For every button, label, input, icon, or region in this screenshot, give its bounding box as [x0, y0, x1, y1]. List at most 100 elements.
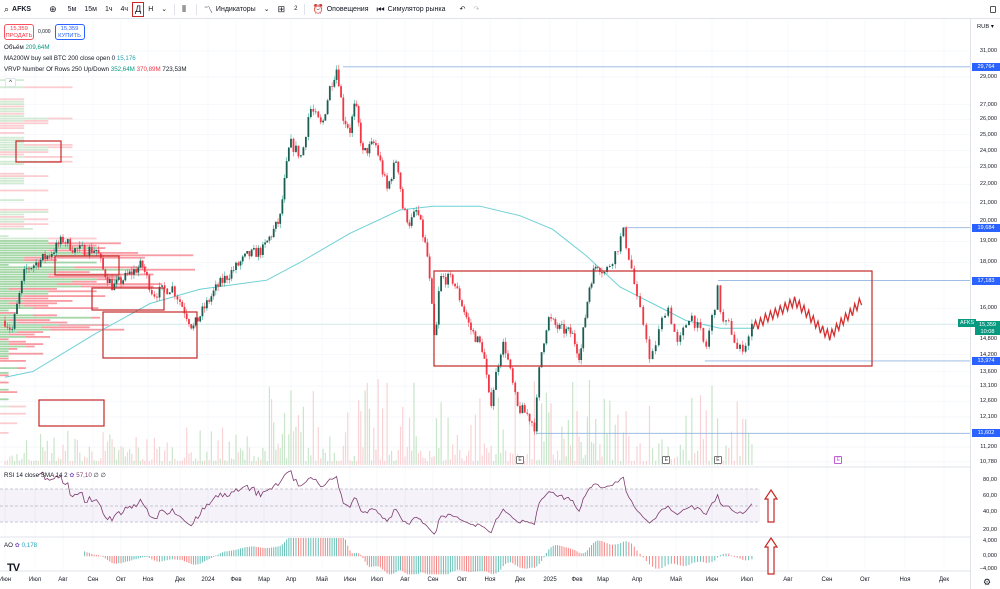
volume-bar [379, 459, 381, 465]
interval-5m[interactable]: 5м [67, 5, 77, 13]
annotation-box[interactable] [54, 255, 120, 276]
annotation-box[interactable] [102, 311, 198, 359]
chart-type-button[interactable]: ⫴ [178, 0, 193, 19]
annotation-box[interactable] [38, 399, 105, 427]
ao-bar [226, 551, 228, 557]
ao-bar [144, 556, 146, 558]
volume-bar [470, 424, 472, 465]
legend-ma200w[interactable]: MA200W buy sell BTC 200 close open 0 15,… [4, 55, 136, 62]
candle-up [39, 260, 42, 267]
ao-bar [169, 556, 171, 560]
vp-up-row [0, 268, 130, 271]
annotation-box[interactable] [15, 140, 62, 163]
up-arrow-annotation[interactable] [763, 488, 779, 523]
candle-up [300, 155, 302, 157]
layouts-button[interactable]: ⊞ 2 [277, 3, 298, 14]
vp-down-row [0, 105, 25, 108]
ao-bar [580, 553, 582, 557]
candle-down [733, 334, 736, 343]
legend-vrvp[interactable]: VRVP Number Of Rows 250 Up/Down 352,64M … [4, 66, 187, 73]
volume-bar [751, 444, 753, 465]
annotation-boxes[interactable] [15, 140, 873, 427]
volume-bar [408, 417, 411, 465]
volume-bar [468, 450, 470, 465]
annotation-box[interactable] [91, 287, 165, 311]
candle-up [20, 280, 23, 294]
collapse-legend-button[interactable]: ^ [5, 78, 16, 87]
candle-up [168, 292, 171, 295]
chart-canvas[interactable] [0, 19, 970, 589]
interval-week[interactable]: Н [148, 5, 154, 13]
redo-button[interactable]: ↷ [469, 0, 483, 19]
volume-bar [554, 459, 556, 465]
compare-button[interactable]: ⊕ [45, 0, 64, 19]
earnings-marker[interactable]: E [834, 456, 843, 464]
volume-bar [312, 391, 314, 465]
legend-rsi[interactable]: RSI 14 close SMA 14 2 ✿ 57,10 ∅ ∅ [4, 472, 107, 479]
ao-bar [714, 556, 716, 561]
sell-button[interactable]: 15,359 ПРОДАТЬ [4, 24, 34, 40]
candle-down [419, 214, 422, 220]
annotation-range-box[interactable] [433, 270, 873, 367]
ao-bar [312, 538, 314, 557]
ao-bar [288, 538, 290, 557]
candle-up [497, 366, 500, 372]
legend-ao[interactable]: AO ✿ 0,178 [4, 542, 38, 549]
ao-bar [120, 556, 122, 564]
vp-down-row [0, 391, 18, 393]
volume-bar [171, 447, 173, 465]
indicators-button[interactable]: 〽 Индикаторы [203, 4, 256, 15]
ao-bar [622, 541, 624, 557]
earnings-marker[interactable]: E [516, 456, 524, 464]
currency-selector[interactable]: RUB ▾ [977, 24, 994, 30]
candle-up [13, 313, 16, 329]
ao-bar [300, 538, 302, 557]
candle-up [287, 147, 290, 162]
ao-bar [264, 548, 266, 557]
volume-bar [210, 431, 212, 465]
interval-15m[interactable]: 15м [84, 5, 97, 13]
legend-volume[interactable]: Объём 209,64M [4, 44, 50, 51]
volume-bar [51, 453, 53, 465]
vp-up-row [0, 177, 25, 180]
replay-button[interactable]: ⏮ Симулятор рынка [376, 3, 446, 14]
fullscreen-button[interactable] [986, 0, 1000, 19]
earnings-marker[interactable]: E [713, 456, 722, 464]
symbol-search[interactable]: ⌕ AFKS [4, 3, 32, 14]
ao-bar [614, 544, 616, 557]
time-label: Ноя [484, 577, 496, 583]
volume-bar [188, 453, 190, 465]
templates-dropdown[interactable]: ⌄ [260, 0, 274, 19]
up-arrow-annotation[interactable] [763, 536, 779, 575]
volume-bar [79, 452, 81, 465]
tradingview-logo[interactable]: TV [7, 562, 20, 574]
interval-day[interactable]: Д [132, 1, 145, 17]
undo-button[interactable]: ↶ [455, 0, 469, 19]
ao-bar [597, 540, 599, 557]
volume-bar [507, 460, 509, 465]
ao-bar [521, 556, 523, 569]
ao-bar [536, 556, 538, 567]
interval-dropdown[interactable]: ⌄ [157, 0, 171, 19]
candle-up [232, 269, 235, 271]
ao-bar [570, 548, 572, 557]
forecast-zigzag[interactable] [752, 296, 863, 341]
vp-down-row [24, 304, 49, 307]
settings-gear-icon[interactable]: ⚙ [983, 577, 992, 587]
alerts-button[interactable]: ⏰ Оповещения [312, 3, 369, 14]
vp-up-row [0, 228, 33, 230]
buy-button[interactable]: 15,359 КУПИТЬ [54, 24, 85, 40]
volume-bar [192, 460, 195, 465]
interval-4h[interactable]: 4ч [120, 5, 129, 13]
bar-countdown: 10:08 [980, 328, 995, 335]
volume-bar [142, 459, 144, 465]
candle-down [104, 269, 107, 278]
price-label: 12,100 [979, 413, 997, 420]
earnings-marker[interactable]: E [662, 456, 671, 464]
price-axis[interactable]: 31,000 29,000 27,000 26,000 25,000 24,000 23,0… [970, 19, 1000, 589]
ao-bar [183, 556, 185, 562]
interval-1h[interactable]: 1ч [104, 5, 113, 13]
vp-up-row [0, 355, 9, 357]
volume-bar [538, 459, 540, 465]
ao-bar [524, 556, 526, 569]
